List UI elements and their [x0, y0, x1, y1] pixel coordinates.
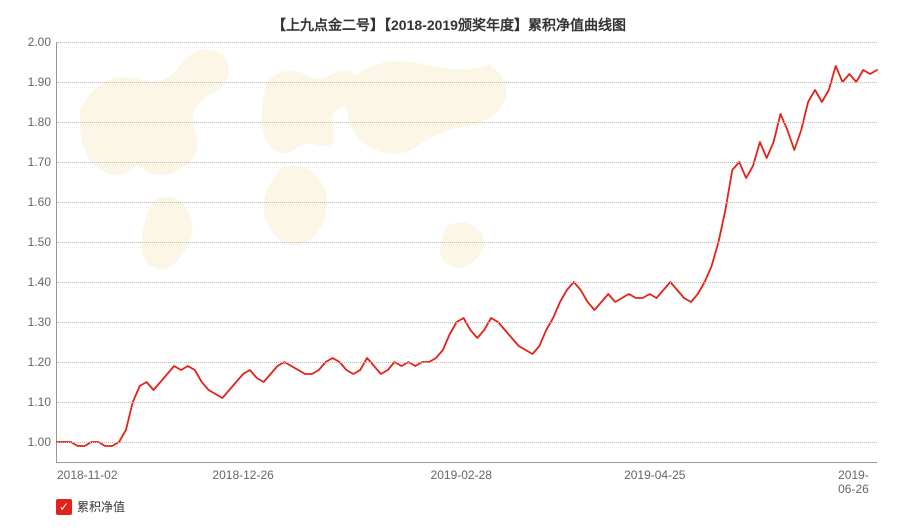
nav-chart: 【上九点金二号】【2018-2019颁奖年度】累积净值曲线图 1.001.101…: [0, 0, 898, 530]
y-tick-label: 1.40: [28, 275, 57, 289]
y-gridline: [57, 82, 877, 83]
y-gridline: [57, 42, 877, 43]
chart-title: 【上九点金二号】【2018-2019颁奖年度】累积净值曲线图: [0, 0, 898, 35]
plot-area: 1.001.101.201.301.401.501.601.701.801.90…: [56, 42, 877, 463]
x-tick-label: 2019-04-25: [624, 462, 685, 482]
y-gridline: [57, 322, 877, 323]
y-tick-label: 1.70: [28, 155, 57, 169]
y-gridline: [57, 242, 877, 243]
x-tick-label: 2019-06-26: [838, 462, 869, 496]
legend-swatch: ✓: [56, 499, 72, 515]
y-gridline: [57, 362, 877, 363]
y-gridline: [57, 402, 877, 403]
y-tick-label: 1.10: [28, 395, 57, 409]
x-tick-label: 2019-02-28: [431, 462, 492, 482]
y-gridline: [57, 202, 877, 203]
y-tick-label: 2.00: [28, 35, 57, 49]
y-tick-label: 1.60: [28, 195, 57, 209]
y-tick-label: 1.90: [28, 75, 57, 89]
y-tick-label: 1.20: [28, 355, 57, 369]
y-gridline: [57, 122, 877, 123]
y-gridline: [57, 162, 877, 163]
y-tick-label: 1.80: [28, 115, 57, 129]
x-tick-label: 2018-12-26: [212, 462, 273, 482]
x-tick-label: 2018-11-02: [57, 462, 118, 482]
y-gridline: [57, 442, 877, 443]
line-series: [57, 42, 877, 462]
legend: ✓ 累积净值: [56, 498, 125, 515]
y-tick-label: 1.50: [28, 235, 57, 249]
legend-label: 累积净值: [77, 498, 125, 515]
y-tick-label: 1.00: [28, 435, 57, 449]
y-tick-label: 1.30: [28, 315, 57, 329]
y-gridline: [57, 282, 877, 283]
